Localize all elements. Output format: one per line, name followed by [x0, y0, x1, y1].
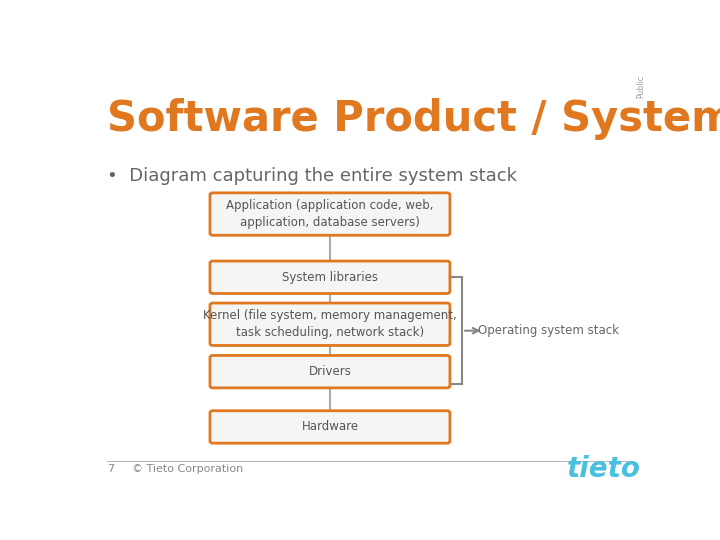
FancyBboxPatch shape [210, 411, 450, 443]
Text: System libraries: System libraries [282, 271, 378, 284]
Text: 7: 7 [107, 464, 114, 474]
Text: •  Diagram capturing the entire system stack: • Diagram capturing the entire system st… [107, 167, 517, 185]
FancyBboxPatch shape [210, 355, 450, 388]
FancyBboxPatch shape [210, 303, 450, 346]
Text: Drivers: Drivers [308, 365, 351, 378]
Text: Software Product / System: Software Product / System [107, 98, 720, 140]
FancyBboxPatch shape [210, 261, 450, 294]
Text: Hardware: Hardware [302, 421, 359, 434]
Text: Application (application code, web,
application, database servers): Application (application code, web, appl… [226, 199, 433, 229]
FancyBboxPatch shape [210, 193, 450, 235]
Text: Public: Public [636, 75, 645, 98]
Text: Kernel (file system, memory management,
task scheduling, network stack): Kernel (file system, memory management, … [203, 309, 456, 339]
Text: Operating system stack: Operating system stack [478, 325, 618, 338]
Text: tieto: tieto [567, 455, 641, 483]
Text: © Tieto Corporation: © Tieto Corporation [132, 464, 243, 474]
